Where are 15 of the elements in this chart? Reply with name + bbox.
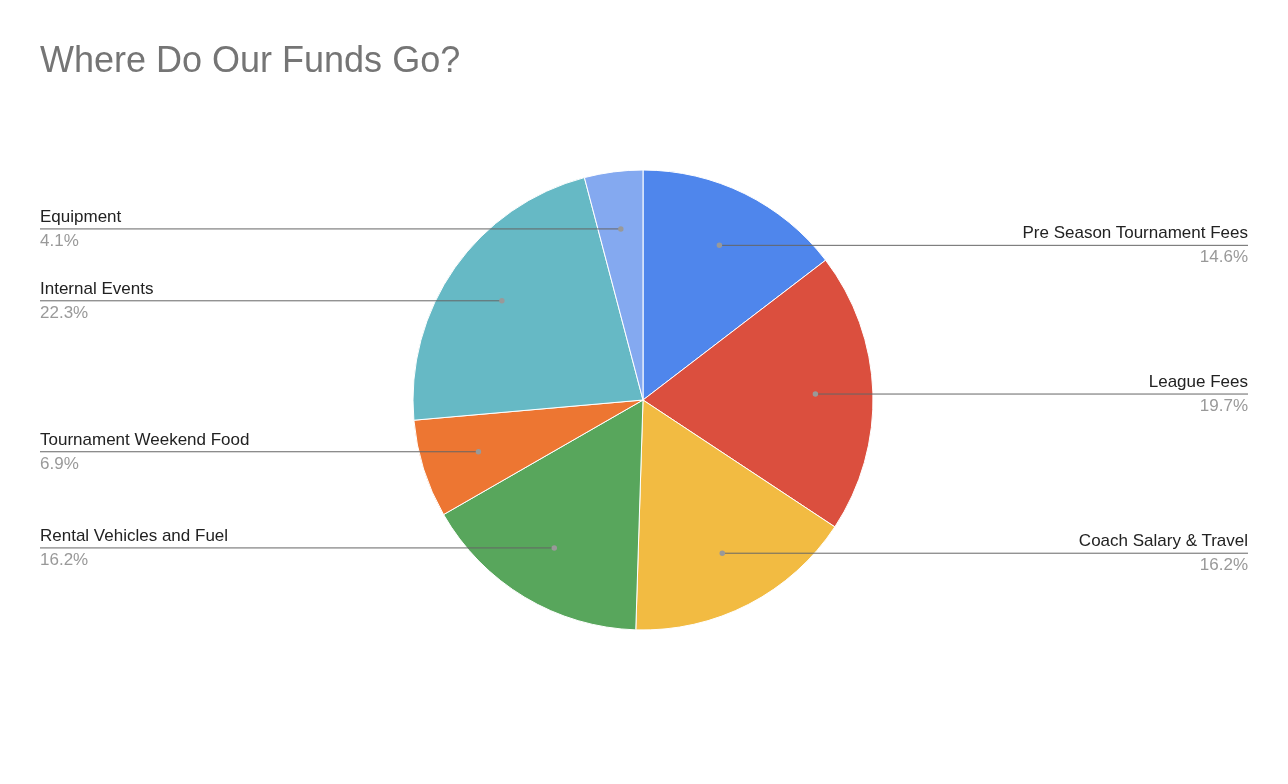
slice-label: Pre Season Tournament Fees xyxy=(1022,223,1248,243)
data-label: 16.2% xyxy=(1199,555,1248,575)
slice-label: Internal Events xyxy=(40,278,154,298)
data-label: 14.6% xyxy=(1199,247,1248,267)
data-label: 22.3% xyxy=(40,302,89,322)
slice-label: Equipment xyxy=(40,206,122,226)
slice-label: Tournament Weekend Food xyxy=(40,429,250,449)
slice-label: League Fees xyxy=(1148,372,1248,392)
data-label: 16.2% xyxy=(40,549,89,569)
slice-label: Coach Salary & Travel xyxy=(1078,531,1248,551)
data-label: 4.1% xyxy=(40,230,79,250)
data-label: 6.9% xyxy=(40,453,79,473)
chart-title: Where Do Our Funds Go? xyxy=(40,39,461,80)
data-label: 19.7% xyxy=(1199,396,1248,416)
slice-label: Rental Vehicles and Fuel xyxy=(40,525,229,545)
